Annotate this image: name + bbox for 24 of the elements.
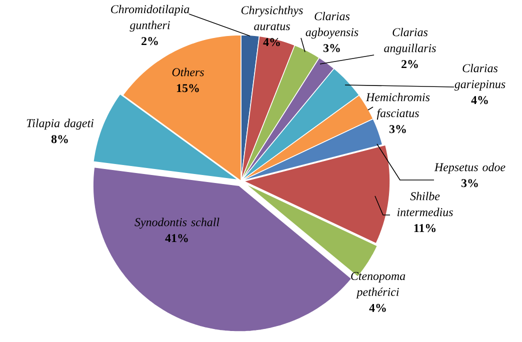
data-label: 41%: [165, 234, 188, 242]
data-label: 11%: [414, 224, 436, 232]
data-label: 4%: [369, 304, 386, 312]
slice-label: Chrysichthys auratus: [241, 6, 303, 30]
slice-label: Synodontis schall: [134, 218, 220, 229]
slice-label: Chromidotilapia guntheri: [111, 4, 190, 32]
slice-label: Hemichromis fasciatus: [366, 92, 430, 120]
slice-label: Ctenopoma pethérici: [351, 272, 406, 298]
slice-label: Clarias gariepinus: [454, 64, 506, 91]
data-label: 2%: [402, 60, 418, 68]
slice-label: Tilapia dageti: [26, 118, 94, 130]
slice-label: Shilbe intermedius: [397, 192, 453, 216]
slice-label: Hepsetus odoe: [434, 162, 506, 174]
data-label: 3%: [323, 44, 340, 52]
data-label: 3%: [389, 125, 406, 134]
data-label: 4%: [263, 38, 280, 46]
slice-label: Others: [172, 68, 204, 76]
data-label: 15%: [177, 84, 199, 92]
data-label: 2%: [142, 37, 158, 46]
data-label: 3%: [461, 179, 478, 188]
data-label: 8%: [51, 135, 68, 144]
slice-label: Clarias agboyensis: [306, 12, 358, 39]
slice-label: Clarias anguillaris: [384, 28, 436, 55]
data-label: 4%: [471, 96, 488, 104]
